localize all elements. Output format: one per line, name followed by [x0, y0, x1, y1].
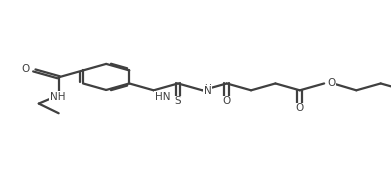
Text: HN: HN: [155, 92, 171, 102]
Text: NH: NH: [50, 92, 65, 102]
Text: N: N: [203, 85, 211, 95]
Text: H: H: [204, 84, 211, 93]
Text: S: S: [175, 96, 181, 106]
Text: O: O: [327, 78, 336, 88]
Text: O: O: [223, 96, 231, 106]
Text: O: O: [296, 103, 304, 113]
Text: O: O: [22, 65, 30, 74]
